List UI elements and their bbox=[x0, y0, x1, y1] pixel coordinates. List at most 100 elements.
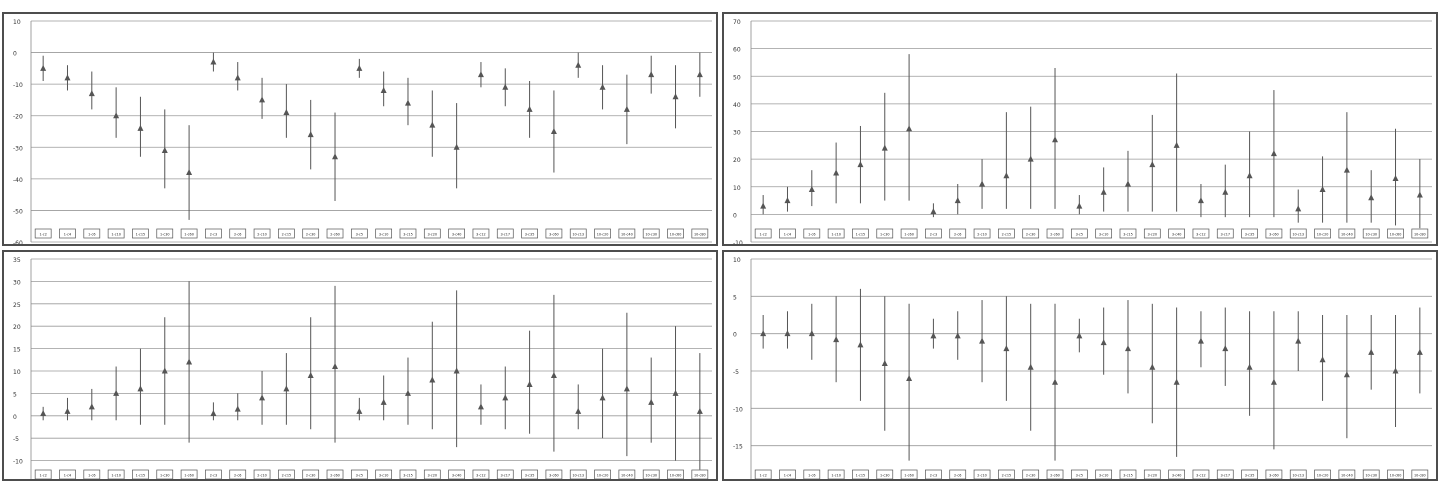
data-point bbox=[1246, 363, 1253, 370]
data-point bbox=[1368, 348, 1375, 355]
category-label-box bbox=[1022, 228, 1040, 239]
category-label-box bbox=[691, 228, 709, 239]
category-label-box bbox=[253, 228, 271, 239]
category-label-box bbox=[253, 469, 271, 479]
category-label: 1-c60 bbox=[184, 232, 194, 236]
category-label-box bbox=[1289, 469, 1307, 479]
data-point bbox=[857, 161, 864, 168]
category-label-box bbox=[803, 228, 821, 239]
category-label: 1-c2 bbox=[39, 232, 46, 236]
category-label: 3-c12 bbox=[1196, 473, 1206, 477]
category-label: 10-c40 bbox=[621, 232, 633, 236]
category-label: 2-c6 bbox=[954, 473, 961, 477]
y-tick-label: 25 bbox=[13, 302, 21, 309]
data-point bbox=[526, 105, 533, 112]
y-tick-label: 10 bbox=[733, 257, 741, 264]
category-label-box bbox=[1095, 469, 1113, 479]
category-label: 2-c6 bbox=[234, 473, 241, 477]
data-point bbox=[599, 394, 606, 401]
data-point bbox=[760, 330, 767, 337]
category-label: 3-c60 bbox=[1269, 473, 1279, 477]
category-label: 2-c10 bbox=[977, 473, 987, 477]
category-label-box bbox=[326, 469, 344, 479]
data-point bbox=[979, 180, 986, 187]
data-point bbox=[672, 93, 679, 100]
category-label: 3-c20 bbox=[1148, 232, 1158, 236]
category-label: 10-c40 bbox=[621, 473, 633, 477]
category-label: 10-c60 bbox=[1390, 232, 1402, 236]
category-label: 3-c60 bbox=[1269, 232, 1279, 236]
y-tick-label: 5 bbox=[13, 391, 17, 398]
data-point bbox=[696, 71, 703, 78]
chart-panel-bottom-left: 35302520151050-5-10-151-c21-c41-c61-c101… bbox=[2, 250, 718, 481]
data-point bbox=[1392, 367, 1399, 374]
category-label-box bbox=[876, 228, 894, 239]
category-label-box bbox=[205, 469, 222, 479]
data-point bbox=[88, 90, 95, 97]
data-point bbox=[1149, 363, 1156, 370]
category-label-box bbox=[496, 469, 514, 479]
category-label-box bbox=[180, 469, 198, 479]
category-label-box bbox=[779, 469, 796, 479]
category-label: 1-c10 bbox=[111, 232, 121, 236]
data-point bbox=[234, 74, 241, 81]
category-label-box bbox=[1168, 469, 1185, 479]
category-label-box bbox=[1362, 228, 1380, 239]
category-label-box bbox=[642, 469, 660, 479]
category-label-box bbox=[998, 228, 1015, 239]
category-label-box bbox=[900, 469, 918, 479]
category-label-box bbox=[1143, 228, 1161, 239]
category-label-box bbox=[375, 469, 393, 479]
category-label: 3-c5 bbox=[1076, 232, 1083, 236]
category-label-box bbox=[472, 228, 490, 239]
category-label: 1-c4 bbox=[64, 232, 71, 236]
category-label: 2-c60 bbox=[1050, 473, 1060, 477]
data-point bbox=[307, 371, 314, 378]
category-label-box bbox=[448, 228, 465, 239]
data-point bbox=[784, 197, 791, 204]
data-point bbox=[1343, 371, 1350, 378]
data-point bbox=[1076, 202, 1083, 209]
y-tick-label: 20 bbox=[733, 157, 741, 164]
category-label: 10-c40 bbox=[1341, 232, 1353, 236]
y-tick-label: 0 bbox=[13, 414, 17, 421]
data-point bbox=[210, 410, 217, 417]
y-tick-label: -40 bbox=[13, 177, 23, 184]
category-label-box bbox=[1338, 228, 1356, 239]
category-label-box bbox=[569, 469, 587, 479]
category-label: 2-c15 bbox=[1002, 232, 1012, 236]
data-point bbox=[1222, 345, 1229, 352]
data-point bbox=[1149, 161, 1156, 168]
category-label-box bbox=[1314, 469, 1331, 479]
data-point bbox=[1124, 180, 1131, 187]
category-label-box bbox=[448, 469, 465, 479]
data-point bbox=[526, 380, 533, 387]
data-point bbox=[1003, 172, 1010, 179]
category-label: 3-c35 bbox=[525, 232, 535, 236]
category-label: 3-c10 bbox=[379, 232, 389, 236]
category-label: 1-c4 bbox=[784, 232, 791, 236]
category-label: 3-c12 bbox=[476, 232, 486, 236]
category-label-box bbox=[350, 469, 368, 479]
category-label: 10-c13 bbox=[1292, 232, 1304, 236]
data-point bbox=[1100, 339, 1107, 346]
category-label-box bbox=[1119, 469, 1137, 479]
category-label: 10-c60 bbox=[1390, 473, 1402, 477]
category-label-box bbox=[803, 469, 821, 479]
data-point bbox=[930, 208, 937, 215]
category-label-box bbox=[827, 228, 845, 239]
category-label-box bbox=[779, 228, 796, 239]
category-label-box bbox=[949, 469, 967, 479]
category-label-box bbox=[1387, 469, 1404, 479]
data-point bbox=[672, 389, 679, 396]
category-label-box bbox=[545, 469, 563, 479]
category-label: 1-c15 bbox=[856, 232, 866, 236]
category-label-box bbox=[278, 469, 295, 479]
category-label-box bbox=[852, 469, 869, 479]
category-label: 2-c3 bbox=[930, 473, 937, 477]
data-point bbox=[1416, 348, 1423, 355]
category-label: 10-c60 bbox=[670, 473, 682, 477]
category-label: 1-c6 bbox=[808, 473, 815, 477]
category-label-box bbox=[1119, 228, 1137, 239]
category-label-box bbox=[229, 228, 247, 239]
